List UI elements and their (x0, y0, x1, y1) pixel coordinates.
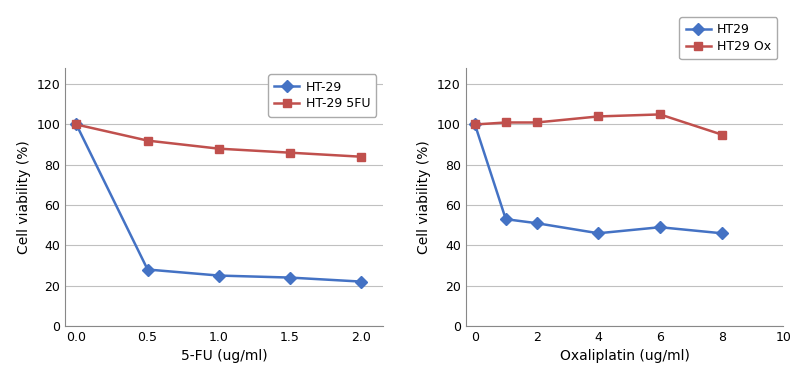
HT29 Ox (655, 112, 665, 117)
HT-29 (143, 267, 153, 272)
Legend: HT-29, HT-29 5FU: HT-29, HT-29 5FU (268, 74, 377, 117)
HT29 Ox (501, 120, 511, 125)
HT-29 (356, 279, 366, 284)
HT29 Ox (532, 120, 541, 125)
HT-29 5FU (214, 146, 224, 151)
HT-29 (214, 273, 224, 278)
HT29 (593, 231, 603, 236)
X-axis label: Oxaliplatin (ug/ml): Oxaliplatin (ug/ml) (560, 349, 689, 363)
HT-29 5FU (285, 150, 295, 155)
HT29 (470, 122, 480, 127)
HT29 Ox (470, 122, 480, 127)
Line: HT29 Ox: HT29 Ox (471, 110, 726, 139)
Line: HT-29 5FU: HT-29 5FU (72, 120, 365, 161)
Y-axis label: Cell viability (%): Cell viability (%) (418, 140, 431, 254)
HT-29 (72, 122, 82, 127)
HT29 (655, 225, 665, 230)
Legend: HT29, HT29 Ox: HT29, HT29 Ox (680, 17, 777, 59)
HT-29 5FU (356, 154, 366, 159)
Line: HT-29: HT-29 (72, 120, 365, 286)
HT29 Ox (593, 114, 603, 119)
HT-29 5FU (143, 138, 153, 143)
Y-axis label: Cell viability (%): Cell viability (%) (17, 140, 31, 254)
HT29 Ox (717, 132, 726, 137)
HT29 (532, 221, 541, 225)
HT29 (717, 231, 726, 236)
HT-29 (285, 275, 295, 280)
HT-29 5FU (72, 122, 82, 127)
X-axis label: 5-FU (ug/ml): 5-FU (ug/ml) (180, 349, 267, 363)
HT29 (501, 217, 511, 222)
Line: HT29: HT29 (471, 120, 726, 238)
